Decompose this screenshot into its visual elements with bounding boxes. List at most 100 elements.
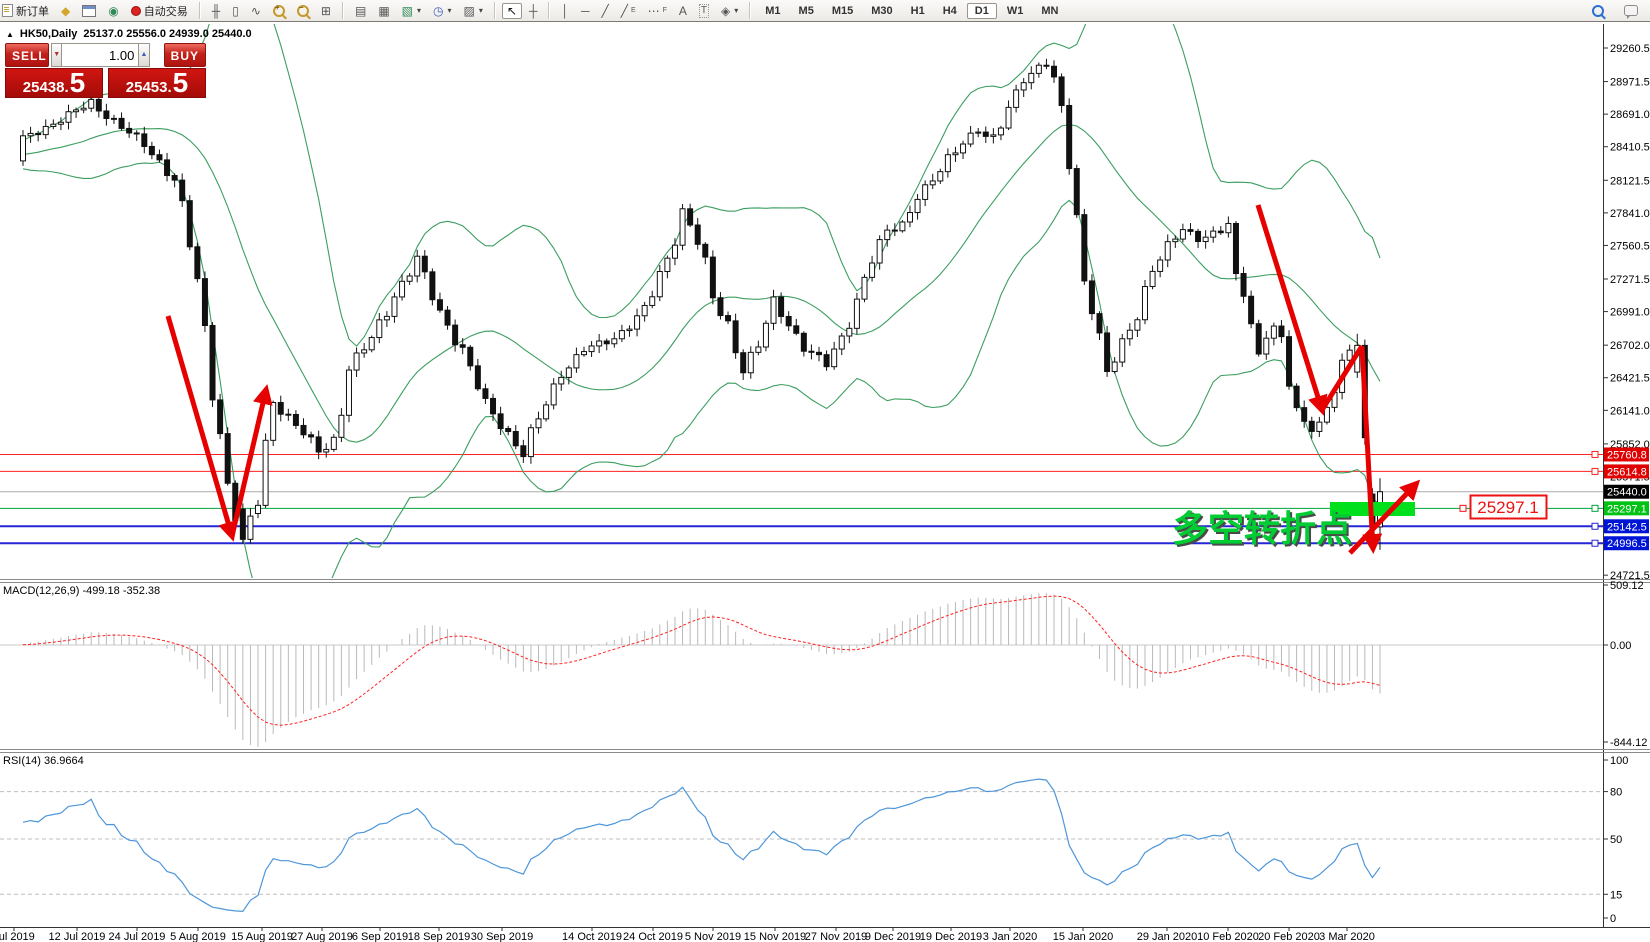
fibonacci-tool-button[interactable]: ⋯ F [643,3,672,19]
fibonacci-icon: ⋯ [647,3,660,18]
svg-text:28121.5: 28121.5 [1610,175,1650,187]
crosshair-icon: ┼ [528,3,538,18]
new-chart-button[interactable]: ▧ ▾ [397,3,426,19]
zoom-out-icon: − [296,3,309,17]
bar-chart-button[interactable]: ╫ [207,3,226,19]
price-tag-24996.5: 24996.5 [1607,538,1647,550]
price-label-box[interactable] [1469,494,1548,520]
svg-text:29260.5: 29260.5 [1610,43,1650,55]
volume-increase-button[interactable]: ▲ [138,43,150,67]
market-watch-button[interactable] [77,3,101,19]
clock-icon: ◷ [433,3,444,18]
sell-price-display[interactable]: 25438. 5 [5,68,103,98]
cursor-tool-button[interactable]: ↖ [501,2,522,19]
date-tick-label: 27 Nov 2019 [805,931,867,942]
chart-canvas[interactable]: 29260.5 28971.5 28691.0 28410.5 28121.5 27841… [0,22,1650,942]
date-tick-label: Jul 2019 [0,931,35,942]
timeframe-button-D1[interactable]: D1 [966,2,997,19]
ohlc-panel-toggle-icon[interactable]: ▲ [6,29,14,39]
vline-tool-button[interactable]: │ [556,3,574,19]
price-tag-25614.8: 25614.8 [1607,466,1647,478]
timeframe-button-H1[interactable]: H1 [903,3,933,19]
trend-arrow[interactable] [165,315,238,542]
arrange-auto-button[interactable]: ▤ [350,3,371,19]
zoom-in-button[interactable]: + [268,3,290,19]
buy-button[interactable]: BUY [163,43,206,67]
trend-arrow[interactable] [1319,344,1365,412]
hline-tool-button[interactable]: ─ [576,3,595,19]
text-tool-button[interactable]: A [674,3,692,19]
trend-arrow[interactable] [1255,204,1328,416]
period-button[interactable]: ◷ ▾ [428,3,457,19]
trend-arrow[interactable] [1348,479,1421,555]
arrange-auto-icon: ▤ [354,3,367,18]
volume-decrease-button[interactable]: ▼ [51,43,63,67]
toolbar-separator [198,2,201,19]
buy-price-main: 25453. [125,79,172,96]
bar-chart-icon: ╫ [211,3,221,18]
timeframe-button-M5[interactable]: M5 [791,3,822,19]
sell-button[interactable]: SELL [5,43,49,67]
date-tick-label: 9 Dec 2019 [865,931,921,942]
zoom-in-icon: + [272,3,285,17]
svg-text:多空转折点: 多空转折点 [1174,510,1354,551]
timeframe-button-M30[interactable]: M30 [863,3,900,19]
date-tick-label: 12 Jul 2019 [49,931,106,942]
timeframe-button-MN[interactable]: MN [1033,3,1066,19]
new-order-button[interactable]: 新订单 [0,3,54,19]
timeframe-button-M15[interactable]: M15 [824,3,861,19]
sell-price-big-digit: 5 [69,67,86,98]
chart-window-icon [82,4,97,17]
search-button[interactable] [1587,3,1609,19]
line-chart-button[interactable]: ∿ [246,3,266,19]
chart-ohlc-values: 25137.0 25556.0 24939.0 25440.0 [83,28,252,40]
rsi-label: RSI(14) 36.9664 [3,755,84,767]
svg-text:24721.5: 24721.5 [1610,570,1650,582]
svg-text:100: 100 [1610,755,1628,767]
price-tag-25760.8: 25760.8 [1607,449,1647,461]
date-tick-label: 3 Jan 2020 [983,931,1037,942]
new-order-icon [2,4,13,17]
timeframe-button-M1[interactable]: M1 [757,3,788,19]
date-tick-label: 5 Aug 2019 [170,931,226,942]
crosshair-tool-button[interactable]: ┼ [524,3,543,19]
autotrade-button[interactable]: 自动交易 [126,3,193,19]
trendline-tool-button[interactable]: ╱ [596,3,613,19]
toolbar-separator [548,2,551,19]
new-order-label: 新订单 [16,5,49,18]
candlestick-button[interactable]: ▯ [227,3,244,19]
candlesticks [20,58,1383,550]
autotrade-label: 自动交易 [143,5,188,18]
shapes-icon: ◈ [721,3,731,18]
svg-text:28410.5: 28410.5 [1610,142,1650,154]
price-tags: 25760.8 25614.8 25440.0 25297.1 25142.5 24996… [1604,447,1649,551]
tile-windows-button[interactable]: ⊞ [316,3,336,19]
gem-button[interactable]: ◆ [56,3,75,19]
timeframe-button-W1[interactable]: W1 [999,3,1032,19]
chevron-down-icon: ▾ [447,6,452,15]
bollinger-bands [22,24,1381,578]
chat-button[interactable] [1619,3,1643,19]
svg-text:-844.12: -844.12 [1610,737,1647,749]
volume-input[interactable] [62,43,139,67]
trend-arrow[interactable] [1359,345,1383,554]
label-icon: T [698,3,710,18]
arrange-tile-button[interactable]: ▦ [373,3,394,19]
shapes-tool-button[interactable]: ◈ ▾ [716,3,743,19]
label-tool-button[interactable]: T [694,3,714,19]
date-tick-label: 3 Mar 2020 [1319,931,1375,942]
channel-tool-button[interactable]: ╱ E [616,3,641,19]
template-button[interactable]: ▨ ▾ [459,3,488,19]
trend-arrow[interactable] [229,384,273,537]
turning-point-annotation[interactable]: 多空转折点 [1172,508,1352,549]
macd-histogram [22,593,1381,747]
sell-price-main: 25438. [22,79,69,96]
signal-button[interactable]: ◉ [103,3,123,19]
zoom-out-button[interactable]: − [292,3,314,19]
chart-window[interactable]: ▲ HK50,Daily 25137.0 25556.0 24939.0 254… [0,22,1650,942]
buy-price-display[interactable]: 25453. 5 [108,68,206,98]
timeframe-button-H4[interactable]: H4 [935,3,965,19]
chevron-down-icon: ▾ [734,6,739,15]
toolbar-separator [749,2,752,19]
